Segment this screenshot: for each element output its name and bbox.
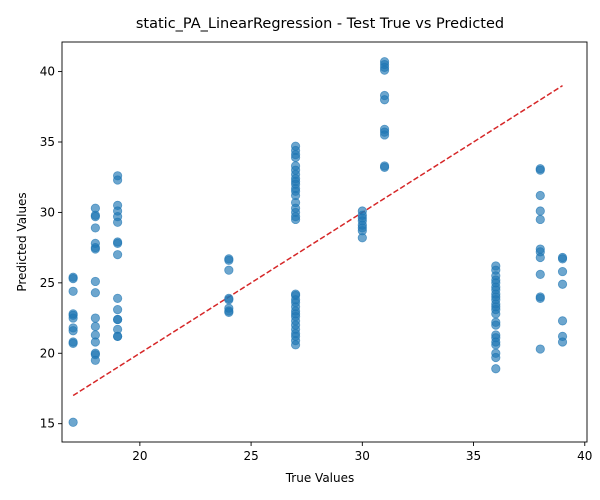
x-tick-label: 20 [132,449,147,463]
data-point [290,214,301,225]
data-point [90,288,100,298]
data-point [557,279,568,289]
data-point [224,255,234,265]
data-point [535,293,545,303]
x-tick-label: 40 [577,449,592,463]
data-point [68,313,78,323]
data-point [90,276,100,287]
data-point [68,417,78,427]
data-point [535,190,545,201]
data-point [557,316,568,326]
data-point [290,340,301,350]
data-point [113,238,123,249]
data-point [379,130,390,140]
data-point [113,331,123,341]
data-point [90,355,100,365]
data-point [90,321,100,332]
y-tick-label: 20 [40,346,55,360]
y-tick-label: 35 [40,135,55,149]
y-tick-label: 25 [40,276,55,290]
data-point [535,214,545,225]
data-point [535,269,545,279]
data-point [90,212,100,222]
data-point [68,338,78,349]
chart-title: static_PA_LinearRegression - Test True v… [136,16,504,32]
data-point [491,340,501,350]
data-point [113,175,123,185]
data-point [491,320,501,330]
data-point [535,206,545,216]
data-point [113,217,123,227]
data-point [113,305,123,315]
data-point [90,223,100,233]
data-point [379,162,390,172]
data-point [557,337,568,347]
y-tick-label: 30 [40,205,55,219]
data-point [68,326,78,336]
data-point [491,364,501,374]
data-point [357,233,367,243]
plot-frame [61,41,588,443]
data-point [290,152,301,163]
data-point [224,307,234,318]
x-tick-label: 35 [466,449,481,463]
data-point [535,344,545,354]
axes-layer: 20 25 30 35 40 15 20 25 30 35 40 [40,41,592,463]
data-point [68,274,78,284]
data-point [535,252,545,263]
data-point [224,295,234,305]
data-point [491,352,501,363]
y-tick-label: 40 [40,65,55,79]
data-point [491,309,501,319]
y-axis-label: Predicted Values [15,192,29,291]
data-point [379,65,390,75]
data-point [90,337,100,347]
data-point [90,244,100,254]
data-points-layer [68,57,568,427]
x-tick-label: 25 [243,449,258,463]
reference-line-layer [72,85,563,397]
data-point [113,314,123,325]
y-tick-label: 15 [40,417,55,431]
data-point [113,293,123,303]
data-point [68,286,78,296]
data-point [557,254,568,264]
data-point [113,250,123,260]
reference-line [72,85,563,397]
data-point [379,95,390,105]
data-point [557,266,568,277]
data-point [90,313,100,323]
data-point [224,265,234,275]
x-tick-label: 30 [355,449,370,463]
x-axis-label: True Values [285,471,355,485]
data-point [535,165,545,175]
